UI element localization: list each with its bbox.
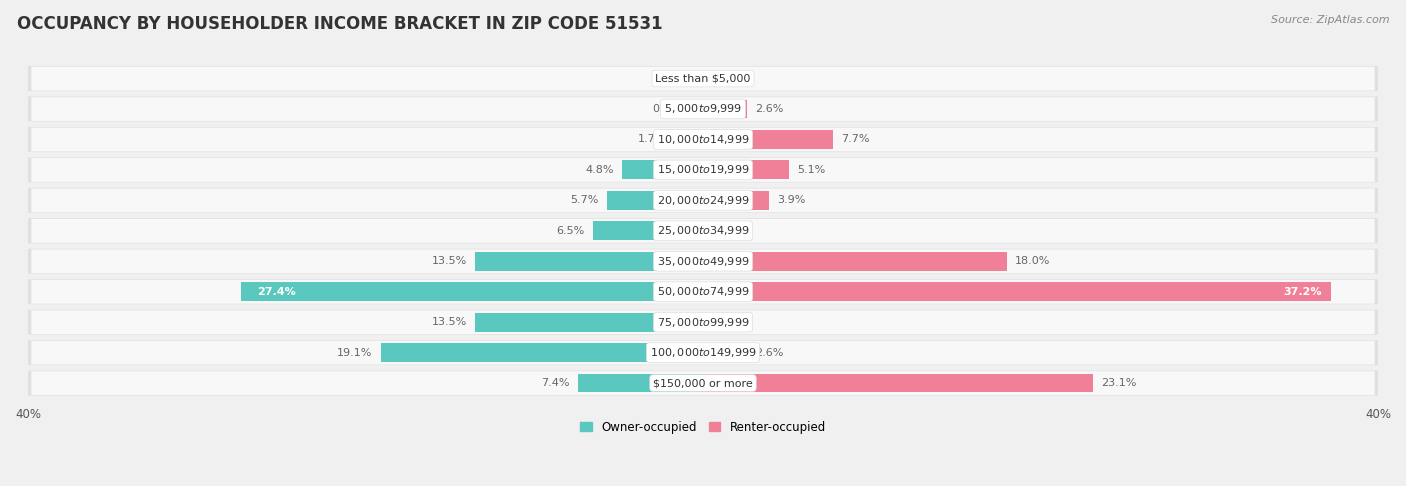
Bar	[703, 343, 747, 362]
Text: 1.7%: 1.7%	[637, 135, 666, 144]
Text: 0.0%: 0.0%	[711, 317, 740, 327]
Text: 3.9%: 3.9%	[778, 195, 806, 206]
Text: 2.6%: 2.6%	[755, 347, 783, 358]
FancyBboxPatch shape	[28, 157, 1378, 182]
FancyBboxPatch shape	[31, 280, 1375, 304]
Text: 13.5%: 13.5%	[432, 256, 467, 266]
Text: 0.0%: 0.0%	[711, 73, 740, 84]
FancyBboxPatch shape	[31, 67, 1375, 90]
Text: $10,000 to $14,999: $10,000 to $14,999	[657, 133, 749, 146]
Text: 19.1%: 19.1%	[337, 347, 373, 358]
Bar	[240, 282, 703, 301]
Bar	[696, 100, 703, 119]
Bar	[675, 130, 703, 149]
Text: 6.5%: 6.5%	[557, 226, 585, 236]
FancyBboxPatch shape	[28, 340, 1378, 365]
Text: $20,000 to $24,999: $20,000 to $24,999	[657, 194, 749, 207]
Text: $100,000 to $149,999: $100,000 to $149,999	[650, 346, 756, 359]
Text: $35,000 to $49,999: $35,000 to $49,999	[657, 255, 749, 268]
Bar	[703, 130, 832, 149]
Text: 0.0%: 0.0%	[666, 73, 695, 84]
FancyBboxPatch shape	[28, 127, 1378, 152]
Text: 27.4%: 27.4%	[257, 287, 297, 296]
Bar	[703, 252, 1007, 271]
Text: $75,000 to $99,999: $75,000 to $99,999	[657, 315, 749, 329]
Text: $5,000 to $9,999: $5,000 to $9,999	[664, 103, 742, 116]
Text: Less than $5,000: Less than $5,000	[655, 73, 751, 84]
FancyBboxPatch shape	[31, 189, 1375, 212]
FancyBboxPatch shape	[28, 66, 1378, 91]
Text: $150,000 or more: $150,000 or more	[654, 378, 752, 388]
Bar	[475, 312, 703, 331]
Bar	[703, 282, 1330, 301]
Legend: Owner-occupied, Renter-occupied: Owner-occupied, Renter-occupied	[575, 416, 831, 438]
Text: 4.8%: 4.8%	[585, 165, 613, 175]
Bar	[621, 160, 703, 179]
Bar	[703, 160, 789, 179]
Text: 0.0%: 0.0%	[711, 226, 740, 236]
Text: 0.43%: 0.43%	[652, 104, 688, 114]
Bar	[381, 343, 703, 362]
FancyBboxPatch shape	[28, 97, 1378, 122]
FancyBboxPatch shape	[28, 310, 1378, 335]
Text: 37.2%: 37.2%	[1284, 287, 1322, 296]
FancyBboxPatch shape	[31, 341, 1375, 364]
FancyBboxPatch shape	[28, 249, 1378, 274]
FancyBboxPatch shape	[31, 311, 1375, 334]
Text: 23.1%: 23.1%	[1101, 378, 1136, 388]
Text: $50,000 to $74,999: $50,000 to $74,999	[657, 285, 749, 298]
Bar	[578, 374, 703, 393]
Bar	[703, 191, 769, 210]
FancyBboxPatch shape	[31, 371, 1375, 395]
Bar	[703, 100, 747, 119]
Text: 7.4%: 7.4%	[541, 378, 569, 388]
FancyBboxPatch shape	[28, 370, 1378, 396]
Text: 5.7%: 5.7%	[569, 195, 599, 206]
FancyBboxPatch shape	[28, 279, 1378, 304]
Bar	[607, 191, 703, 210]
Bar	[593, 221, 703, 240]
Text: OCCUPANCY BY HOUSEHOLDER INCOME BRACKET IN ZIP CODE 51531: OCCUPANCY BY HOUSEHOLDER INCOME BRACKET …	[17, 15, 662, 33]
Text: 18.0%: 18.0%	[1015, 256, 1050, 266]
Text: 7.7%: 7.7%	[841, 135, 870, 144]
Text: 2.6%: 2.6%	[755, 104, 783, 114]
Text: $15,000 to $19,999: $15,000 to $19,999	[657, 163, 749, 176]
FancyBboxPatch shape	[31, 249, 1375, 273]
Text: 13.5%: 13.5%	[432, 317, 467, 327]
FancyBboxPatch shape	[28, 218, 1378, 243]
Text: $25,000 to $34,999: $25,000 to $34,999	[657, 224, 749, 237]
Text: 5.1%: 5.1%	[797, 165, 825, 175]
FancyBboxPatch shape	[31, 219, 1375, 243]
Bar	[703, 374, 1092, 393]
Text: Source: ZipAtlas.com: Source: ZipAtlas.com	[1271, 15, 1389, 25]
FancyBboxPatch shape	[31, 158, 1375, 182]
FancyBboxPatch shape	[31, 97, 1375, 121]
Bar	[475, 252, 703, 271]
FancyBboxPatch shape	[31, 128, 1375, 151]
FancyBboxPatch shape	[28, 188, 1378, 213]
